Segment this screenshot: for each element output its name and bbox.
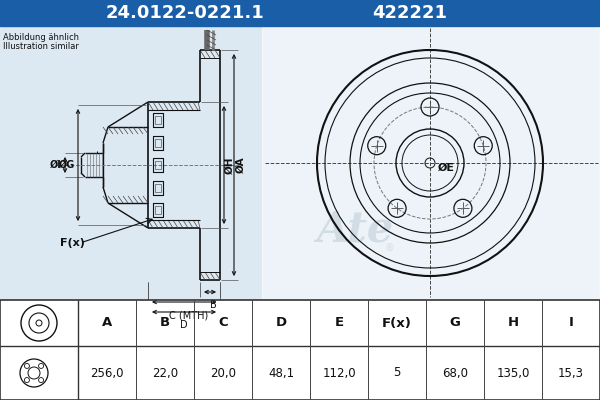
Text: 256,0: 256,0 (90, 366, 124, 380)
Text: ®: ® (385, 243, 395, 253)
Text: B: B (160, 316, 170, 330)
Text: 422221: 422221 (373, 4, 448, 22)
Bar (155, 161, 161, 169)
Text: F(x): F(x) (60, 238, 85, 248)
Text: 48,1: 48,1 (268, 366, 294, 380)
Bar (262, 27, 599, 299)
Text: C: C (218, 316, 228, 330)
Bar (155, 138, 161, 146)
Bar (0, 0, 600, 26)
Bar (153, 203, 163, 217)
Text: 5: 5 (394, 366, 401, 380)
Text: B: B (209, 300, 217, 310)
Text: 22,0: 22,0 (152, 366, 178, 380)
Text: ØH: ØH (225, 156, 235, 174)
Text: 15,3: 15,3 (558, 366, 584, 380)
Text: ØI: ØI (50, 160, 62, 170)
Text: G: G (449, 316, 460, 330)
Text: ØE: ØE (438, 163, 455, 173)
Text: F(x): F(x) (382, 316, 412, 330)
Text: D: D (180, 320, 188, 330)
Text: Abbildung ähnlich: Abbildung ähnlich (3, 33, 79, 42)
Text: I: I (569, 316, 574, 330)
Text: 112,0: 112,0 (322, 366, 356, 380)
Bar (153, 180, 163, 194)
Bar (155, 206, 161, 214)
Text: 135,0: 135,0 (496, 366, 530, 380)
Bar (153, 158, 163, 172)
Bar (0, 300, 600, 400)
Text: Illustration similar: Illustration similar (3, 42, 79, 51)
Text: H: H (508, 316, 518, 330)
Text: 20,0: 20,0 (210, 366, 236, 380)
Bar (153, 113, 163, 127)
Bar (155, 184, 161, 192)
Text: ØA: ØA (236, 157, 246, 173)
Text: 68,0: 68,0 (442, 366, 468, 380)
Bar (153, 136, 163, 150)
Text: ØG: ØG (59, 160, 75, 170)
Text: A: A (102, 316, 112, 330)
Text: C (MTH): C (MTH) (169, 310, 209, 320)
Bar (0, 300, 600, 400)
Bar (0, 26, 600, 300)
Text: 24.0122-0221.1: 24.0122-0221.1 (106, 4, 265, 22)
Bar (155, 116, 161, 124)
Text: Ate: Ate (316, 209, 394, 251)
Text: E: E (334, 316, 344, 330)
Text: D: D (275, 316, 287, 330)
